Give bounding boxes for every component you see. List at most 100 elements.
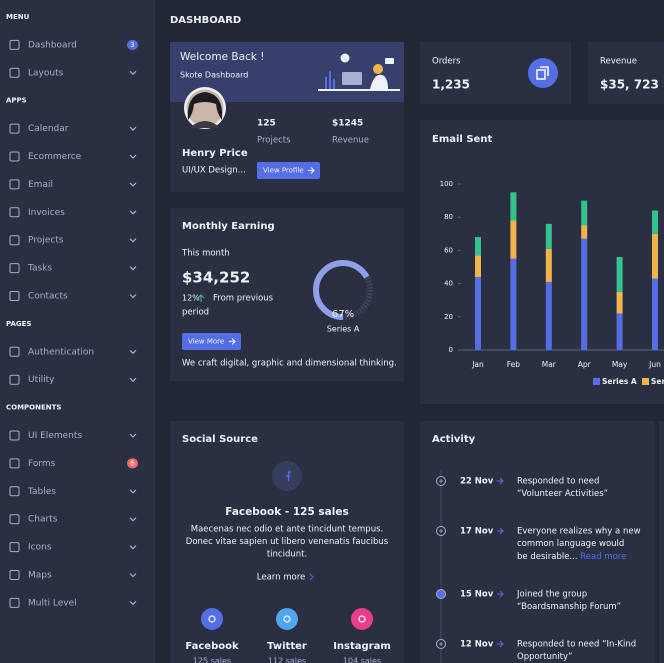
menu-item[interactable]: Invoices (9, 207, 137, 218)
arrow-icon (497, 527, 504, 535)
badge-label: 3 (130, 41, 134, 49)
revenue-card (588, 42, 664, 104)
chevron (129, 238, 137, 243)
menu-item[interactable]: Utility (9, 374, 137, 385)
menu-item[interactable]: Ecommerce (9, 151, 137, 162)
activity-date: 15 Nov (460, 590, 494, 600)
activity-card (420, 421, 655, 663)
social-headline: Facebook - 125 sales (225, 506, 348, 518)
menu-item[interactable]: Layouts (9, 67, 137, 78)
menu-icon (9, 430, 20, 441)
card-title: Social Source (182, 434, 258, 445)
bar-segment (652, 278, 658, 350)
avatar (184, 87, 226, 129)
menu-item[interactable]: Icons (9, 542, 137, 553)
chevron (309, 573, 314, 581)
dot-plus (439, 529, 443, 533)
welcome-subtitle: Skote Dashboard (180, 71, 248, 80)
menu-label: Calendar (28, 124, 69, 134)
y-tick-label: 0 (449, 346, 453, 354)
chevron (129, 489, 137, 494)
dot-plus (439, 479, 443, 483)
activity-text: Joined the group (516, 590, 587, 600)
menu-label: Layouts (28, 68, 64, 78)
activity-date: 17 Nov (460, 527, 494, 537)
menu-icon (9, 486, 20, 497)
orders-label: Orders (432, 57, 461, 67)
menu-icon (9, 67, 20, 78)
bar-segment (510, 258, 517, 350)
menu-icon (9, 39, 20, 50)
menu-item[interactable]: Email (9, 179, 137, 190)
menu-icon (9, 207, 20, 218)
menu-item[interactable]: Calendar (9, 123, 137, 134)
menu-item[interactable]: Multi Level (9, 597, 137, 608)
menu-label: Authentication (28, 347, 94, 357)
chevron (129, 154, 137, 159)
menu-label: Contacts (28, 292, 68, 302)
menu-item[interactable]: Tasks (9, 263, 137, 274)
menu-item[interactable]: Dashboard 3 (9, 39, 138, 51)
menu-icon (9, 151, 20, 162)
menu-label: Tables (27, 487, 56, 497)
x-tick-label: Mar (542, 360, 557, 369)
social-text: tincidunt. (267, 550, 307, 560)
stat-label: Projects (257, 136, 291, 146)
menu-item[interactable]: Contacts (9, 291, 137, 302)
menu-label: Forms (28, 459, 56, 469)
read-more-link[interactable]: Read more (580, 552, 626, 562)
menu-item[interactable]: Projects (9, 235, 137, 246)
menu-icon (9, 458, 20, 469)
source-name: Facebook (185, 641, 239, 652)
source-icon (201, 608, 223, 630)
bar-segment (475, 276, 481, 350)
menu-label: Invoices (28, 208, 65, 218)
extra-card (659, 421, 664, 663)
chevron (129, 545, 137, 550)
activity-text: be desirable... (517, 552, 580, 562)
gauge-value (313, 260, 373, 320)
earning-card (170, 208, 404, 381)
source-sales: 125 sales (193, 657, 231, 663)
menu-item[interactable]: Tables (9, 486, 137, 497)
earning-note: We craft digital, graphic and dimensiona… (182, 359, 397, 369)
bar-segment (510, 192, 517, 221)
bar-segment (616, 313, 623, 350)
menu-item[interactable]: Forms 6 (9, 458, 138, 469)
y-tick-label: 80 (444, 213, 453, 221)
menu-label: Ecommerce (28, 152, 82, 162)
arrow-icon (308, 167, 315, 174)
source-icon (276, 608, 298, 630)
menu-item[interactable]: Authentication (9, 346, 137, 357)
source-glyph (358, 615, 366, 623)
timeline-dot (436, 589, 446, 599)
gauge-series: Series A (327, 325, 360, 334)
menu-item[interactable]: Maps (9, 570, 137, 581)
bar-segment (510, 220, 517, 259)
activity-text: common language would (517, 539, 624, 549)
legend-label: Series B (651, 377, 664, 386)
menu-label: Tasks (27, 264, 52, 274)
source-glyph (283, 615, 291, 623)
bar-segment (545, 248, 552, 282)
badge (127, 458, 138, 469)
menu-icon (9, 374, 20, 385)
change-value: 12% (182, 294, 200, 303)
legend-label: Series A (602, 377, 637, 386)
arrow-icon (497, 640, 504, 648)
view-more-button[interactable] (182, 333, 241, 350)
learn-more-link[interactable]: Learn more (257, 573, 305, 583)
arrow-icon (229, 338, 236, 345)
menu-item[interactable]: Charts (9, 514, 137, 525)
menu-icon (9, 263, 20, 274)
chevron (129, 349, 137, 355)
sidebar (0, 0, 155, 663)
menu-item[interactable]: UI Elements (9, 430, 137, 441)
chevron (129, 294, 137, 299)
revenue-label: Revenue (600, 57, 637, 67)
section-title: PAGES (6, 320, 31, 328)
illustration (318, 53, 400, 91)
view-profile-button[interactable] (257, 162, 320, 179)
